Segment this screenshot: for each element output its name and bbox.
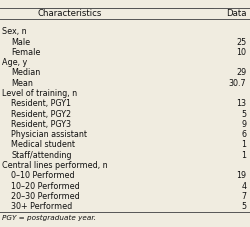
Text: 30.7: 30.7: [228, 79, 246, 88]
Text: 10: 10: [236, 48, 246, 57]
Text: 19: 19: [236, 171, 246, 180]
Text: Level of training, n: Level of training, n: [2, 89, 78, 98]
Text: Female: Female: [11, 48, 40, 57]
Text: 0–10 Performed: 0–10 Performed: [11, 171, 75, 180]
Text: 6: 6: [241, 130, 246, 139]
Text: Resident, PGY3: Resident, PGY3: [11, 120, 71, 129]
Text: 10–20 Performed: 10–20 Performed: [11, 182, 80, 190]
Text: 5: 5: [241, 202, 246, 211]
Text: Resident, PGY1: Resident, PGY1: [11, 99, 71, 108]
Text: Physician assistant: Physician assistant: [11, 130, 87, 139]
Text: 20–30 Performed: 20–30 Performed: [11, 192, 80, 201]
Text: 1: 1: [241, 151, 246, 160]
Text: 1: 1: [241, 141, 246, 149]
Text: Characteristics: Characteristics: [38, 9, 102, 18]
Text: Medical student: Medical student: [11, 141, 75, 149]
Text: Mean: Mean: [11, 79, 33, 88]
Text: Data: Data: [226, 9, 246, 18]
Text: 30+ Performed: 30+ Performed: [11, 202, 72, 211]
Text: 5: 5: [241, 110, 246, 118]
Text: 13: 13: [236, 99, 246, 108]
Text: 7: 7: [241, 192, 246, 201]
Text: Central lines performed, n: Central lines performed, n: [2, 161, 108, 170]
Text: Median: Median: [11, 69, 40, 77]
Text: 29: 29: [236, 69, 246, 77]
Text: PGY = postgraduate year.: PGY = postgraduate year.: [2, 215, 96, 221]
Text: 25: 25: [236, 38, 246, 47]
Text: Male: Male: [11, 38, 30, 47]
Text: 9: 9: [241, 120, 246, 129]
Text: Resident, PGY2: Resident, PGY2: [11, 110, 72, 118]
Text: Staff/attending: Staff/attending: [11, 151, 72, 160]
Text: Sex, n: Sex, n: [2, 27, 27, 36]
Text: 4: 4: [241, 182, 246, 190]
Text: Age, y: Age, y: [2, 58, 28, 67]
